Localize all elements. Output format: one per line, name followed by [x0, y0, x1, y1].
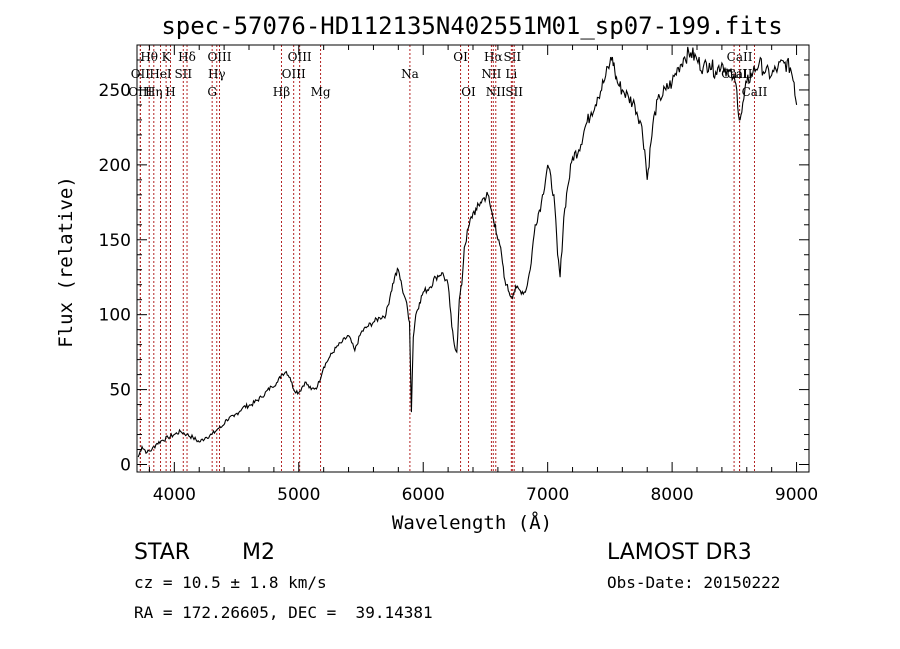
y-tick-label: 100 [99, 306, 131, 326]
spectral-line-label: HeI [149, 67, 172, 81]
spectral-line-label: Hθ [140, 50, 158, 64]
plot-frame [136, 44, 810, 473]
x-axis-label: Wavelength (Å) [392, 511, 552, 534]
class-label: STAR [134, 540, 191, 565]
spectral-line-label: OIII [282, 67, 306, 81]
spectral-line-label: SII [174, 67, 192, 81]
spectral-line-label: G [207, 85, 217, 99]
spectral-line-label: Hδ [178, 50, 196, 64]
spectral-line-label: Hη [145, 85, 163, 99]
x-tick-label: 7000 [526, 485, 569, 505]
x-tick-label: 8000 [650, 485, 693, 505]
spectrum-line [137, 46, 798, 458]
spectral-line-label: NII [486, 85, 506, 99]
spectral-line-label: OI [453, 50, 468, 64]
spectral-line-label: Hβ [273, 85, 290, 99]
subclass-label: M2 [242, 540, 275, 565]
y-tick-label: 250 [99, 81, 131, 101]
coordinates: RA = 172.26605, DEC = 39.14381 [134, 603, 433, 622]
y-tick-label: 50 [109, 381, 131, 401]
spectral-line-label: OIII [207, 50, 231, 64]
cz-value: cz = 10.5 ± 1.8 km/s [134, 573, 327, 592]
spectral-line-label: CaII [742, 85, 768, 99]
spectral-line-label: Li [505, 67, 517, 81]
y-tick-label: 150 [99, 231, 131, 251]
x-tick-label: 5000 [277, 485, 320, 505]
spectral-line-label: NII [481, 67, 501, 81]
spectral-line-label: OIII [128, 85, 152, 99]
y-tick-label: 200 [99, 156, 131, 176]
spectral-line-label: OI [461, 85, 476, 99]
survey-label: LAMOST DR3 [607, 540, 752, 565]
y-axis-label: Flux (relative) [55, 176, 77, 348]
axes: 4000 5000 6000 7000 8000 9000 0 50 100 150 200 250 [99, 44, 818, 505]
spectral-line-label: Hγ [208, 67, 226, 81]
x-tick-label: 6000 [402, 485, 445, 505]
x-tick-label: 9000 [775, 485, 818, 505]
spectral-line-label: H [165, 85, 175, 99]
obs-date: Obs-Date: 20150222 [607, 573, 781, 592]
spectral-line-label: OIII [288, 50, 312, 64]
x-tick-label: 4000 [153, 485, 196, 505]
spectral-line-label: Na [401, 67, 419, 81]
y-tick-label: 0 [120, 456, 131, 476]
chart-title: spec-57076-HD112135N402551M01_sp07-199.f… [161, 12, 782, 40]
spectral-line-label: Hα [484, 50, 503, 64]
spectral-line-label: SII [505, 85, 523, 99]
spectral-line-label: Mg [311, 85, 331, 99]
spectral-line-label: SII [503, 50, 521, 64]
spectrum-series [137, 46, 798, 458]
spectral-line-label: K [162, 50, 172, 64]
